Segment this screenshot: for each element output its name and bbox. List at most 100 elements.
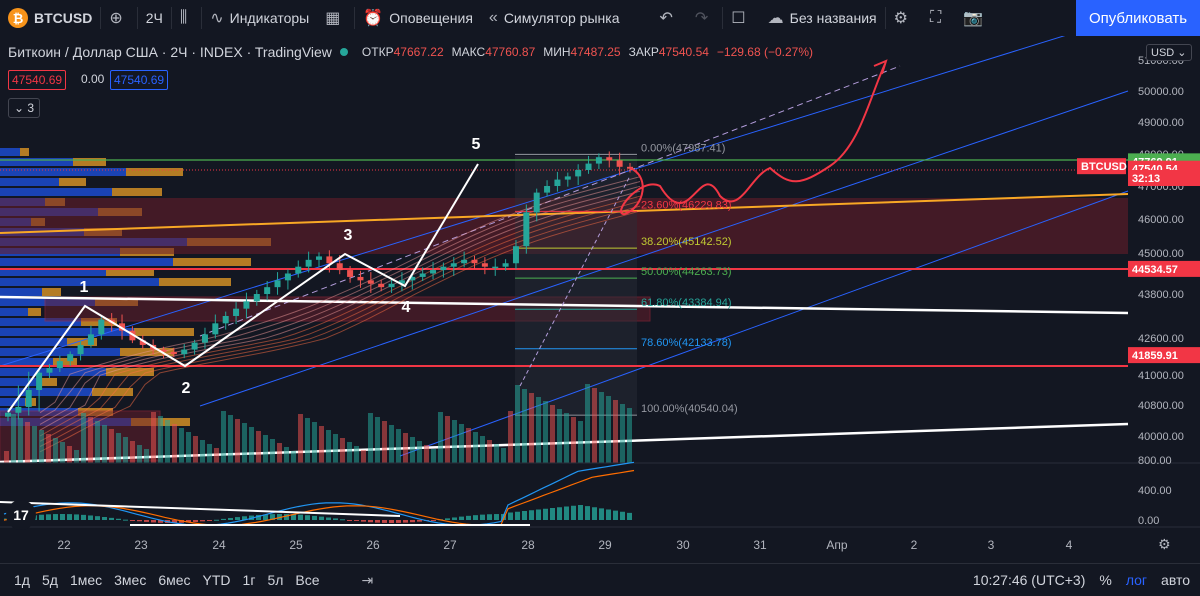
high-value: 47760.87 <box>485 45 536 59</box>
volume-bar <box>179 428 184 463</box>
volume-bar <box>410 437 415 463</box>
range-3m[interactable]: 3мес <box>114 572 147 588</box>
legend-title: Биткоин / Доллар США · 2Ч · INDEX · Trad… <box>8 44 332 60</box>
volume-bar <box>543 401 548 463</box>
range-1m[interactable]: 1мес <box>69 572 103 588</box>
x-tick-label: 29 <box>598 538 612 552</box>
volume-bar <box>536 397 541 463</box>
buy-price-box[interactable]: 47540.69 <box>110 70 169 90</box>
volume-bar <box>123 437 128 463</box>
snapshot-button[interactable]: 📷 <box>955 0 997 36</box>
save-layout-button[interactable]: ☁ Без названия <box>760 0 885 36</box>
macd-histogram-bar <box>53 514 58 520</box>
macd-histogram-bar <box>487 514 492 520</box>
replay-button[interactable]: « Симулятор рынка <box>481 0 628 36</box>
layout-select-button[interactable]: ☐ <box>723 0 759 36</box>
price-chart[interactable]: 0.00%(47987.41) 23.60%(46229.83) 38.20%(45… <box>0 36 1200 563</box>
range-ytd[interactable]: YTD <box>202 572 231 588</box>
candle-body <box>87 334 94 345</box>
volume-bar <box>207 444 212 463</box>
volume-bar <box>494 444 499 463</box>
time-axis-settings-icon[interactable]: ⚙ <box>1158 536 1171 552</box>
go-to-date-icon[interactable]: ⇥ <box>361 571 374 588</box>
range-all[interactable]: Все <box>295 572 320 588</box>
candle-body <box>409 276 416 281</box>
symbol-search[interactable]: ₿ BTCUSD <box>0 0 100 36</box>
macd-histogram-bar <box>340 519 345 521</box>
volume-bar <box>375 417 380 463</box>
profile-bar-blue <box>0 358 53 366</box>
indicators-collapse-button[interactable]: ⌄ 3 <box>8 98 41 118</box>
candle-body <box>357 276 364 281</box>
profile-bar-blue <box>0 318 81 326</box>
volume-bar <box>305 418 310 463</box>
volume-bar <box>4 451 9 463</box>
range-1y[interactable]: 1г <box>242 572 256 588</box>
price-tag-bg <box>1128 260 1200 277</box>
y-axis-ticks: 51000.0050000.0049000.0048000.0047000.00… <box>1138 55 1184 443</box>
change-value: −129.68 (−0.27%) <box>716 45 813 59</box>
sell-price-box[interactable]: 47540.69 <box>8 70 67 90</box>
profile-bar-blue <box>0 348 120 356</box>
undo-button[interactable]: ↶ <box>651 0 686 36</box>
macd-histogram-bar <box>347 520 352 521</box>
redo-button[interactable]: ↷ <box>687 0 722 36</box>
range-5d[interactable]: 5д <box>41 572 58 588</box>
macd-histogram-bar <box>193 520 198 522</box>
macd-tick-label: 0.00 <box>1138 515 1159 527</box>
profile-bar-yellow <box>28 308 41 316</box>
macd-histogram-bar <box>186 520 191 523</box>
range-5y[interactable]: 5л <box>267 572 284 588</box>
tradingview-logo-icon[interactable]: 17 <box>6 500 36 530</box>
channel-mid-line <box>199 90 1129 407</box>
alerts-button[interactable]: ⏰ Оповещения <box>355 0 481 36</box>
low-value: 47487.25 <box>570 45 621 59</box>
profile-bar-yellow <box>42 288 61 296</box>
compare-button[interactable]: ⊕ <box>101 0 136 36</box>
auto-toggle[interactable]: авто <box>1161 572 1190 588</box>
publish-button[interactable]: Опубликовать <box>1076 0 1200 36</box>
rewind-icon: « <box>488 9 498 26</box>
fullscreen-icon: ⛶ <box>929 9 942 26</box>
fib-trend-dashed <box>519 175 631 387</box>
percent-toggle[interactable]: % <box>1099 572 1112 588</box>
profile-bar-blue <box>0 338 67 346</box>
volume-bar <box>445 416 450 463</box>
macd-histogram-bar <box>214 519 219 521</box>
fullscreen-button[interactable]: ⛶ <box>922 0 955 36</box>
macd-histogram-bar <box>494 514 499 520</box>
settings-button[interactable]: ⚙ <box>886 0 922 36</box>
wave-label: 3 <box>344 227 353 244</box>
interval-button[interactable]: 2Ч <box>138 0 171 36</box>
price-tag-bg <box>1128 347 1200 364</box>
chart-type-button[interactable]: ⫼ <box>172 0 201 36</box>
ma-line <box>39 176 641 414</box>
candle-body <box>139 340 146 345</box>
clock-time[interactable]: 10:27:46 (UTC+3) <box>972 572 1086 588</box>
ma-line <box>39 205 641 447</box>
macd-histogram-bar <box>578 505 583 520</box>
log-toggle[interactable]: лог <box>1125 572 1148 588</box>
macd-histogram-bar <box>319 516 324 520</box>
macd-histogram-bar <box>137 520 142 522</box>
currency-select[interactable]: USD ⌄ <box>1146 44 1192 61</box>
gear-icon: ⚙ <box>893 10 908 27</box>
candle-body <box>575 170 582 177</box>
y-tick-label: 43800.00 <box>1138 289 1184 301</box>
range-6m[interactable]: 6мес <box>158 572 191 588</box>
fibonacci-levels: 0.00%(47987.41) 23.60%(46229.83) 38.20%(45… <box>515 142 738 416</box>
volume-bar <box>606 396 611 463</box>
range-1d[interactable]: 1д <box>14 572 30 588</box>
volume-bar <box>347 442 352 463</box>
chevron-down-icon: ⌄ <box>14 101 28 115</box>
templates-button[interactable]: ▦ <box>317 0 354 36</box>
candle-body <box>544 186 551 193</box>
indicators-button[interactable]: ∿ Индикаторы <box>202 0 317 36</box>
macd-histogram-bar <box>95 516 100 520</box>
candle-body <box>419 273 426 277</box>
macd-histogram-bar <box>270 514 275 520</box>
volume-bar <box>242 423 247 463</box>
price-axis[interactable] <box>1128 36 1200 563</box>
macd-histogram-bar <box>536 509 541 520</box>
volume-bar <box>396 429 401 463</box>
